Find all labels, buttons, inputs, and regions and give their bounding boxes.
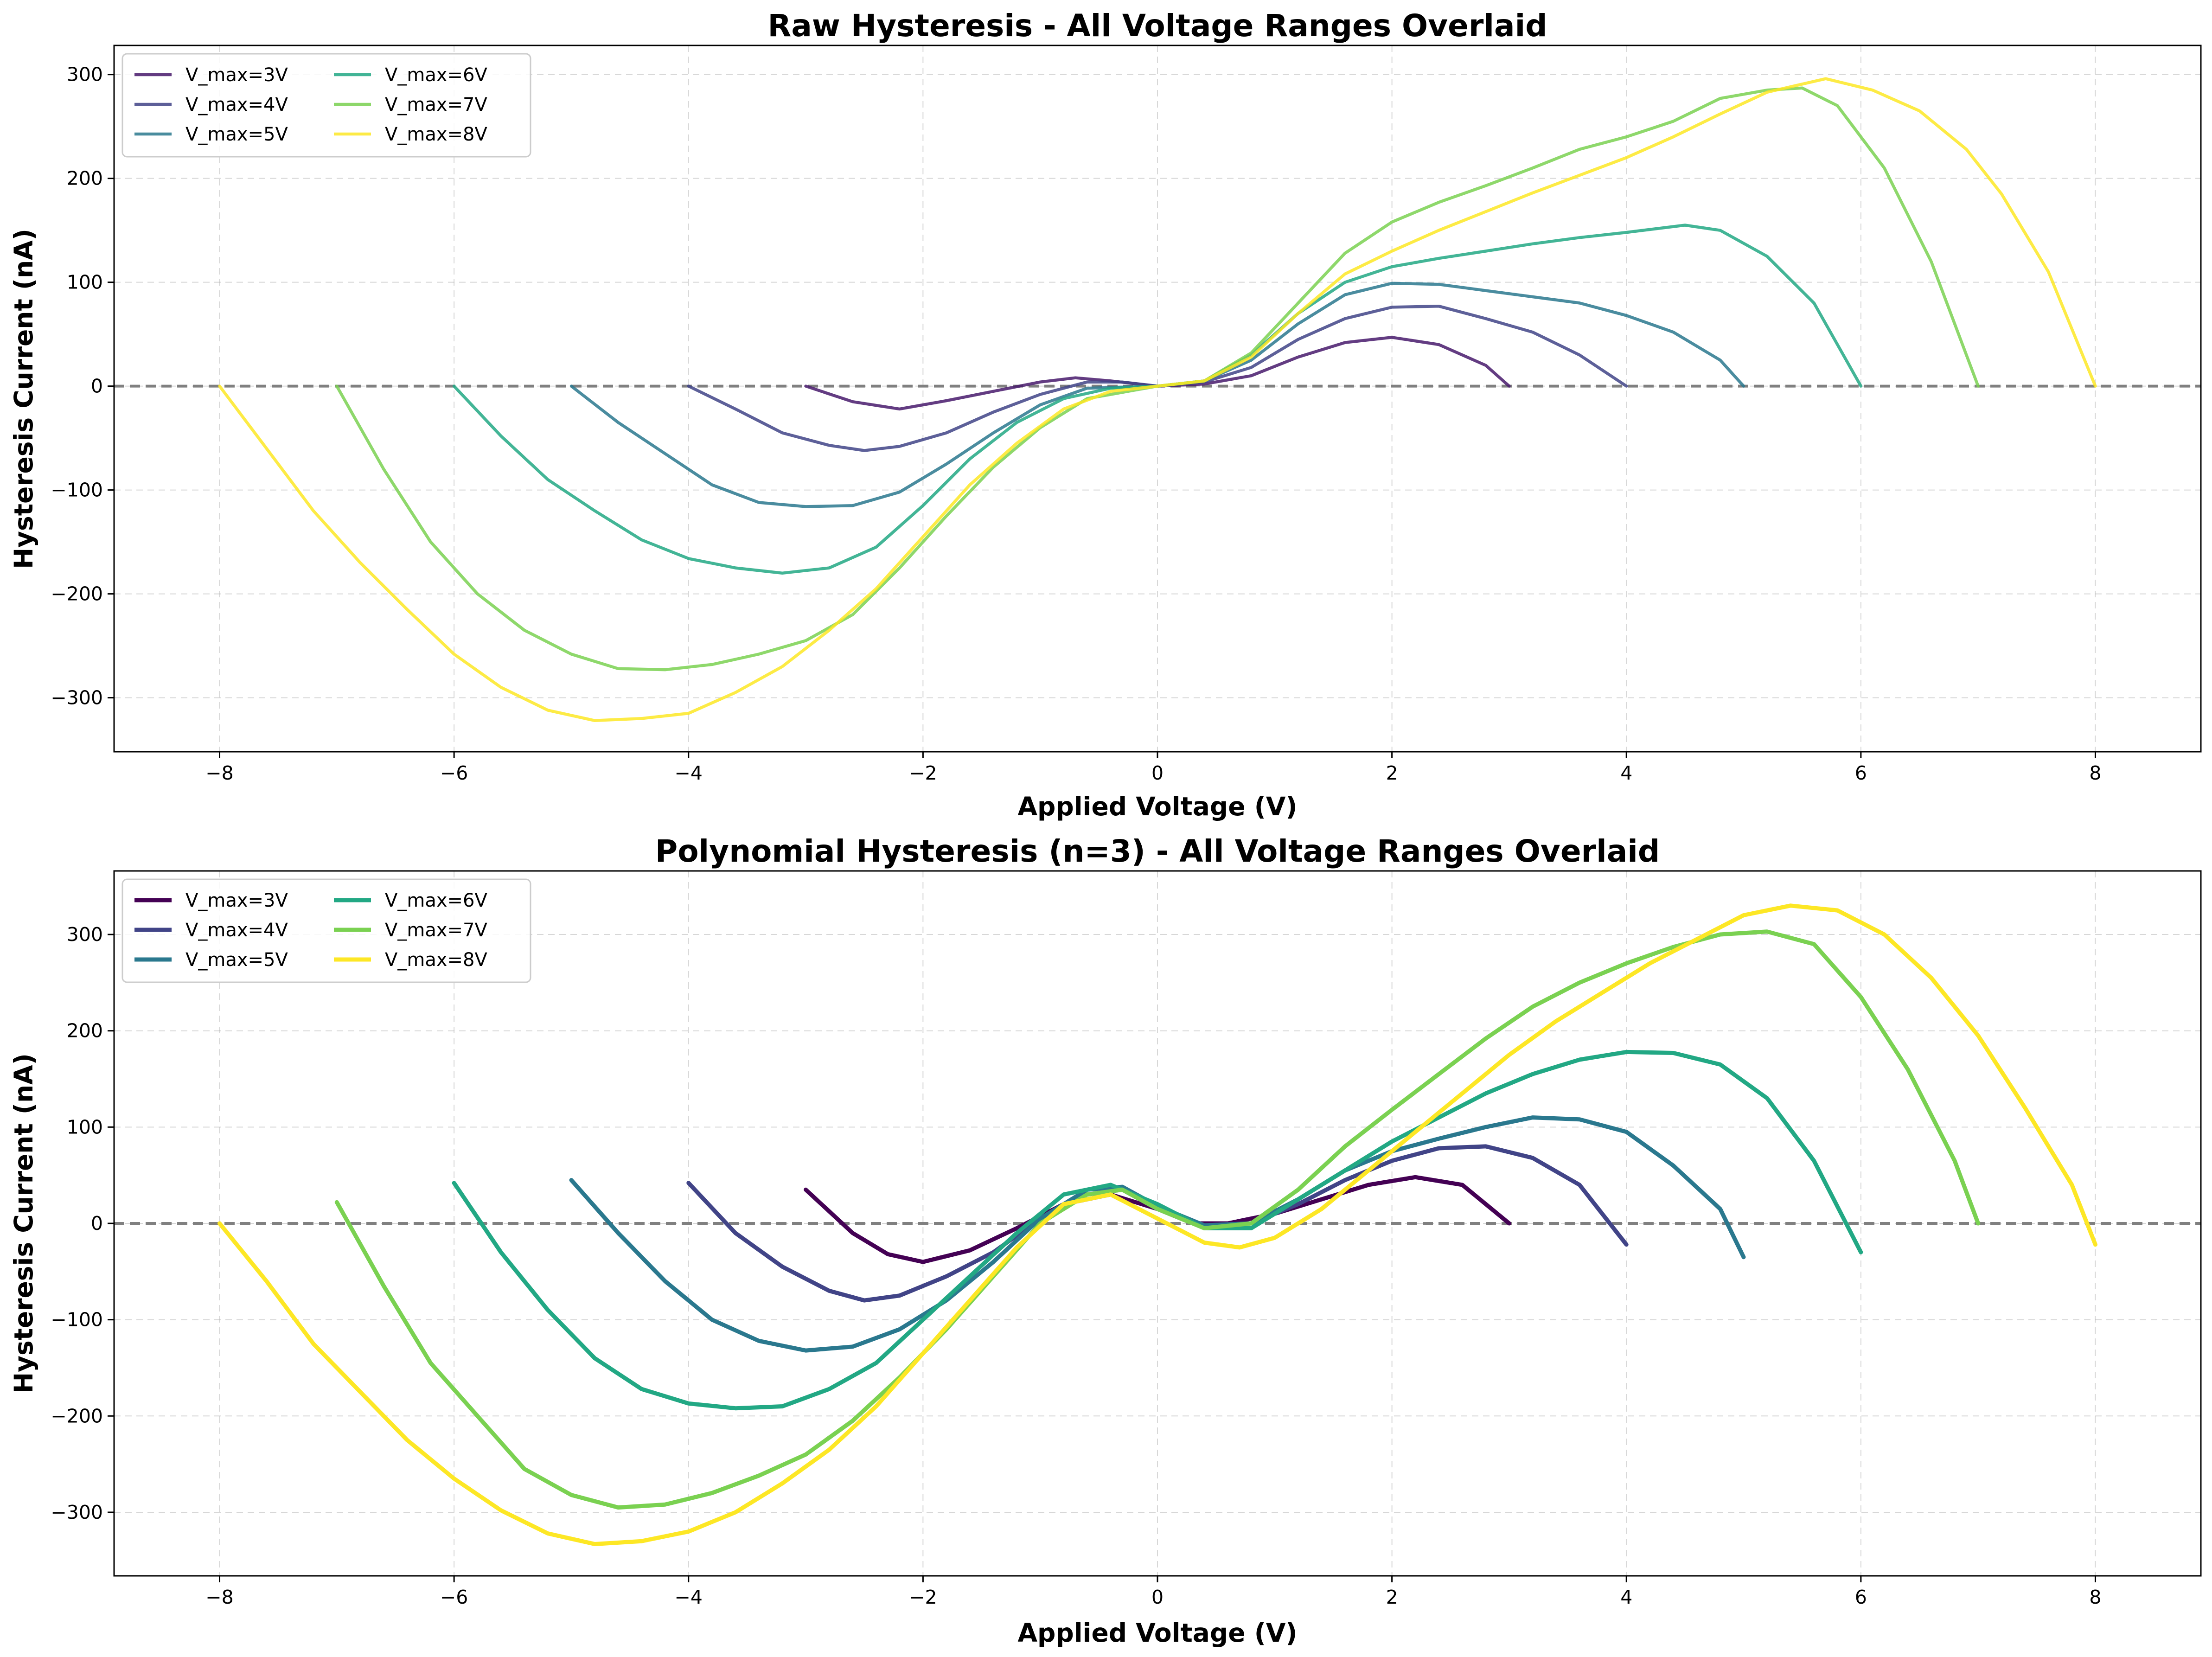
x-tick-label: −6	[440, 1586, 468, 1608]
series-line-8v	[217, 903, 2097, 1546]
y-tick-label: 300	[67, 64, 103, 86]
legend-label: V_max=8V	[385, 124, 487, 145]
y-tick-label: 100	[67, 271, 103, 294]
y-tick-label: −100	[51, 479, 103, 501]
legend-label: V_max=4V	[185, 94, 288, 115]
x-tick-label: −4	[675, 1586, 703, 1608]
y-axis-label: Hysteresis Current (nA)	[9, 229, 38, 569]
y-axis-label: Hysteresis Current (nA)	[9, 1053, 38, 1394]
axis-ticks: −8 −6 −4 −2 0 2 4 6 8 −300 −200 −100 0 100 200 300	[51, 923, 2101, 1608]
series-layer	[217, 903, 2097, 1546]
x-tick-label: −8	[205, 1586, 233, 1608]
y-tick-label: −300	[51, 687, 103, 709]
legend-label: V_max=8V	[385, 949, 487, 971]
x-tick-label: 8	[2089, 762, 2101, 784]
series-line-8v	[218, 77, 2097, 723]
y-tick-label: 100	[67, 1116, 103, 1138]
x-tick-label: 6	[1855, 762, 1867, 784]
x-axis-label: Applied Voltage (V)	[1017, 1618, 1297, 1648]
legend-label: V_max=5V	[185, 124, 288, 145]
chart-title: Raw Hysteresis - All Voltage Ranges Over…	[768, 8, 1547, 44]
grid	[114, 871, 2201, 1576]
x-tick-label: −6	[440, 762, 468, 784]
legend-label: V_max=3V	[185, 64, 288, 86]
legend-label: V_max=7V	[385, 920, 487, 941]
y-tick-label: 200	[67, 167, 103, 190]
x-tick-label: −2	[909, 762, 937, 784]
legend-label: V_max=6V	[385, 890, 487, 911]
legend-label: V_max=5V	[185, 949, 288, 971]
x-tick-label: 6	[1855, 1586, 1867, 1608]
x-tick-label: 2	[1386, 1586, 1398, 1608]
axis-ticks: −8 −6 −4 −2 0 2 4 6 8 −300 −200 −100 0 100 200 300	[51, 64, 2101, 784]
x-tick-label: −8	[205, 762, 233, 784]
x-tick-label: 4	[1620, 762, 1632, 784]
legend-box	[121, 53, 531, 158]
x-tick-label: 0	[1151, 1586, 1164, 1608]
chart-title: Polynomial Hysteresis (n=3) - All Voltag…	[655, 833, 1660, 869]
series-line-4v	[687, 304, 1628, 452]
x-tick-label: 8	[2089, 1586, 2101, 1608]
raw-hysteresis-chart: Raw Hysteresis - All Voltage Ranges Over…	[9, 8, 2202, 821]
legend-label: V_max=3V	[185, 890, 288, 911]
series-line-7v	[334, 929, 1981, 1510]
y-tick-label: −100	[51, 1309, 103, 1331]
y-tick-label: 0	[91, 1212, 103, 1235]
y-tick-label: 0	[91, 375, 103, 397]
y-tick-label: −300	[51, 1501, 103, 1523]
x-tick-label: 0	[1151, 762, 1164, 784]
y-tick-label: −200	[51, 1405, 103, 1427]
y-tick-label: 200	[67, 1020, 103, 1042]
legend-label: V_max=7V	[385, 94, 487, 115]
y-tick-label: −200	[51, 583, 103, 605]
series-line-6v	[452, 1049, 1863, 1411]
series-layer	[218, 77, 2097, 723]
x-axis-label: Applied Voltage (V)	[1017, 792, 1297, 821]
legend: V_max=3V V_max=4V V_max=5V V_max=6V V_max=7V…	[121, 878, 531, 983]
x-tick-label: 4	[1620, 1586, 1632, 1608]
x-tick-label: −2	[909, 1586, 937, 1608]
legend: V_max=3V V_max=4V V_max=5V V_max=6V V_max=7V…	[121, 53, 531, 158]
legend-label: V_max=4V	[185, 920, 288, 941]
y-tick-label: 300	[67, 923, 103, 946]
x-tick-label: 2	[1386, 762, 1398, 784]
polynomial-hysteresis-chart: Polynomial Hysteresis (n=3) - All Voltag…	[9, 833, 2202, 1648]
legend-label: V_max=6V	[385, 64, 487, 86]
x-tick-label: −4	[675, 762, 703, 784]
legend-box	[121, 878, 531, 983]
